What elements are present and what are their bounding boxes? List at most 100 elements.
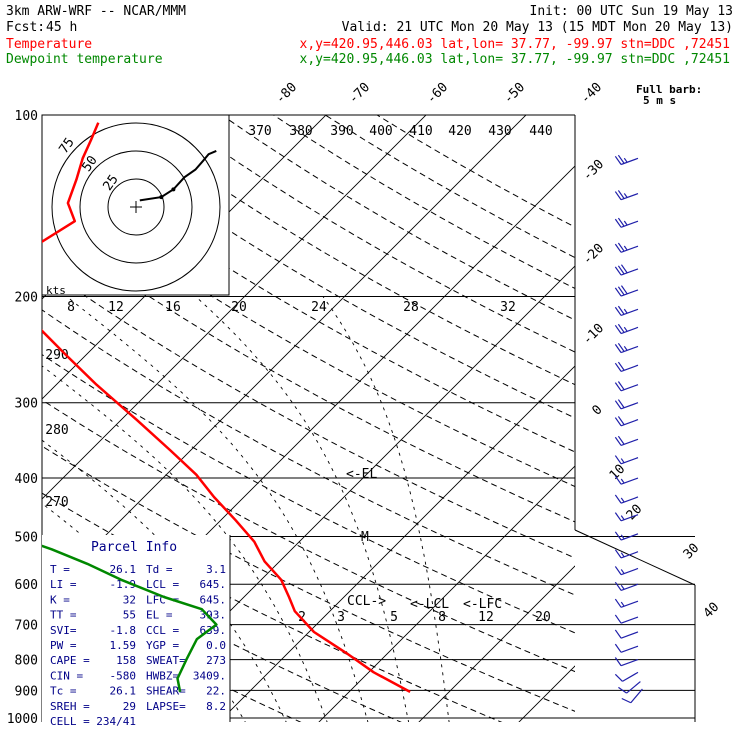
parcel-value: -580 [110, 669, 137, 682]
legend-temperature: Temperature [6, 37, 92, 52]
wind-barb [614, 190, 639, 201]
wind-barb [614, 657, 639, 667]
parcel-box-bg [42, 535, 230, 722]
hodograph-ring-label: 75 [56, 135, 77, 156]
isotherm-label: 40 [701, 600, 723, 622]
parcel-value: 645. [200, 578, 227, 591]
isotherm-line [610, 102, 740, 731]
parcel-key: HWBZ= [146, 669, 179, 682]
wind-barb [614, 323, 639, 335]
hodograph-ring [107, 178, 165, 236]
dry-adiabat [221, 115, 575, 321]
pressure-tick-label: 100 [15, 109, 38, 124]
parcel-key: TT = [50, 609, 77, 622]
moist-adiabat [42, 439, 287, 722]
dry-adiabat [42, 353, 575, 634]
pressure-tick-label: 700 [15, 619, 38, 634]
wind-barb [618, 681, 641, 694]
wind-barb [614, 455, 639, 465]
theta-label: 390 [330, 124, 353, 139]
mixing-ratio-label: 32 [500, 300, 516, 315]
pressure-tick-label: 300 [15, 397, 38, 412]
barb-legend-title: Full barb: [636, 83, 702, 96]
hodograph-ring [51, 122, 221, 292]
isotherm-label: -50 [501, 80, 528, 107]
pressure-tick-label: 200 [15, 291, 38, 306]
level-annotations: <-EL M CCL-> <-LCL <-LFC [346, 467, 502, 612]
dry-adiabat [66, 115, 575, 419]
wind-barb [614, 399, 639, 410]
hodograph-ring-label: 25 [100, 172, 121, 193]
hodograph-marker [159, 195, 164, 200]
theta-label: 270 [45, 495, 68, 510]
wind-barb [614, 531, 639, 541]
valid-time: Valid: 21 UTC Mon 20 May 13 (15 MDT Mon … [342, 20, 733, 35]
wind-barb [614, 494, 639, 504]
fcst-label: Fcst: [6, 20, 45, 35]
parcel-value: 3.1 [206, 563, 226, 576]
isotherm-label: -70 [346, 80, 373, 107]
dry-adiabat [169, 115, 575, 353]
wind-barb [614, 285, 639, 297]
pressure-tick-label: 800 [15, 654, 38, 669]
mixing-ratio-label: 20 [535, 610, 551, 625]
wind-barb [614, 549, 639, 559]
wind-barb [614, 381, 639, 392]
parcel-key: LI = [50, 578, 77, 591]
dry-adiabat [325, 115, 575, 259]
isotherm-line [218, 365, 575, 722]
mixing-ratio-label: 24 [311, 300, 327, 315]
theta-label: 370 [248, 124, 271, 139]
dry-adiabat [42, 445, 575, 712]
isotherm-label: -60 [424, 80, 451, 107]
parcel-info-box: Parcel Info T = 26.1 Td = 3.1 LI = -1.9 LCL = 64… [42, 535, 231, 728]
barb-panel-edge [574, 529, 696, 586]
mixing-ratio-label: 12 [478, 610, 494, 625]
isotherm-line [42, 115, 527, 600]
lfc-annotation: <-LFC [463, 597, 502, 612]
pressure-tick-label: 600 [15, 578, 38, 593]
isotherm-line [42, 115, 327, 400]
wind-barbs [614, 154, 643, 704]
dry-adiabat [42, 309, 575, 596]
mixing-ratio-label: 8 [67, 300, 75, 315]
parcel-value: 29 [123, 700, 136, 713]
parcel-key: CIN = [50, 669, 83, 682]
pressure-tick-label: 1000 [7, 712, 38, 727]
parcel-value: 645. [200, 593, 227, 606]
parcel-key: SHEAR= [146, 685, 186, 698]
hodograph-marker [171, 187, 176, 192]
dry-adiabat [42, 540, 402, 722]
hodograph-kts-label: kts [46, 284, 66, 297]
isotherm-line [42, 115, 427, 500]
mixing-ratio-label: 28 [403, 300, 419, 315]
parcel-value: 26.1 [110, 563, 137, 576]
parcel-key: YGP = [146, 639, 179, 652]
parcel-key: SVI= [50, 624, 77, 637]
parcel-key: LFC = [146, 593, 179, 606]
hodograph-ring-label: 50 [79, 153, 100, 174]
parcel-value: 22. [206, 685, 226, 698]
parcel-key: CAPE = [50, 654, 90, 667]
isotherm-label: 30 [681, 541, 703, 563]
wind-barb [614, 342, 639, 354]
dry-adiabat [42, 399, 575, 673]
parcel-value: 8.2 [206, 700, 226, 713]
parcel-value: 393. [200, 609, 227, 622]
theta-label: 420 [448, 124, 471, 139]
el-annotation: <-EL [346, 467, 377, 482]
wind-barb [614, 598, 639, 608]
wind-barb [614, 475, 639, 485]
mixing-ratio-label: 5 [390, 610, 398, 625]
parcel-value: 55 [123, 609, 136, 622]
isotherm-label: 20 [624, 502, 646, 524]
parcel-key: Td = [146, 563, 173, 576]
dry-adiabat [376, 115, 575, 228]
legend-temperature-info: x,y=420.95,446.03 lat,lon= 37.77, -99.97… [300, 37, 730, 52]
isotherm-label: -80 [273, 80, 300, 107]
legend-dewpoint-info: x,y=420.95,446.03 lat,lon= 37.77, -99.97… [300, 52, 730, 67]
lcl-annotation: <-LCL [410, 597, 449, 612]
mixing-ratio-label: 20 [231, 300, 247, 315]
